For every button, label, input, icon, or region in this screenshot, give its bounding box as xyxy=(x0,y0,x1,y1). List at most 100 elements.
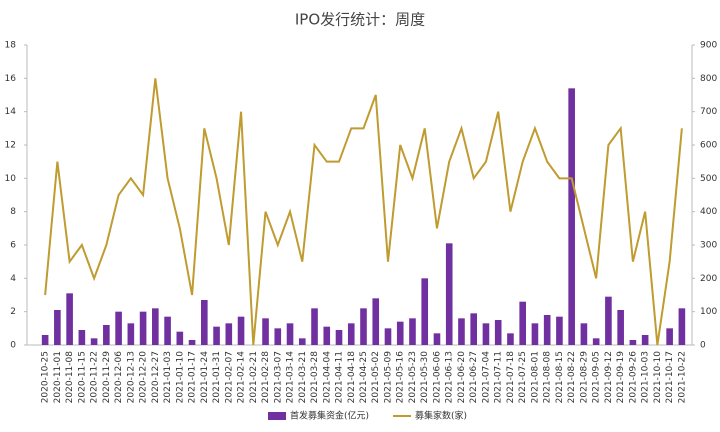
line xyxy=(44,78,683,346)
bar xyxy=(458,318,465,345)
bar xyxy=(188,340,196,345)
x-tick-label: 2021-01-03 xyxy=(163,351,173,403)
x-tick-label: 2021-02-21 xyxy=(249,351,259,403)
x-tick-label: 2021-06-06 xyxy=(432,351,442,404)
bar xyxy=(237,316,245,345)
bar xyxy=(347,323,355,345)
bar xyxy=(262,318,269,345)
bar xyxy=(139,311,147,345)
y-tick-label: 0 xyxy=(10,341,16,351)
bar xyxy=(641,335,649,345)
bar xyxy=(384,328,392,345)
chart-title: IPO发行统计：周度 xyxy=(295,11,425,29)
x-tick-label: 2021-07-18 xyxy=(506,351,516,404)
bar xyxy=(78,330,86,345)
y2-tick-label: 200 xyxy=(700,274,717,284)
legend-label: 首发募集资金(亿元) xyxy=(290,410,369,422)
bar xyxy=(286,323,294,345)
y2-tick-label: 400 xyxy=(700,207,717,217)
x-tick-label: 2021-04-18 xyxy=(347,351,357,404)
bar xyxy=(494,320,502,345)
y2-tick-label: 500 xyxy=(700,174,717,184)
x-tick-label: 2021-03-07 xyxy=(273,351,283,403)
bar xyxy=(323,326,331,345)
bar xyxy=(311,308,318,345)
bar xyxy=(482,323,490,345)
bar xyxy=(213,326,220,345)
bar xyxy=(152,308,159,345)
x-tick-label: 2021-02-14 xyxy=(237,351,247,404)
y2-tick-label: 900 xyxy=(700,41,717,51)
x-tick-label: 2021-05-09 xyxy=(383,351,393,404)
bar xyxy=(90,338,98,345)
x-tick-label: 2021-04-11 xyxy=(335,351,345,403)
x-tick-label: 2021-02-07 xyxy=(224,351,234,403)
x-tick-label: 2021-06-13 xyxy=(445,351,455,403)
y-tick-label: 6 xyxy=(10,241,16,251)
bar xyxy=(666,328,673,345)
y2-tick-label: 300 xyxy=(700,241,717,251)
bar xyxy=(274,328,282,345)
x-tick-label: 2020-12-20 xyxy=(139,351,149,404)
y2-tick-label: 700 xyxy=(700,107,717,117)
bar xyxy=(360,308,367,345)
bar xyxy=(507,333,514,345)
x-tick-label: 2021-10-10 xyxy=(653,351,663,404)
y2-tick-label: 800 xyxy=(700,74,717,84)
y2-tick-label: 600 xyxy=(700,141,717,151)
bar xyxy=(225,323,233,345)
bar xyxy=(372,298,380,345)
bar xyxy=(66,293,73,345)
bar xyxy=(127,323,135,345)
y2-tick-label: 0 xyxy=(700,341,706,351)
x-tick-label: 2021-01-10 xyxy=(175,351,185,404)
bar xyxy=(519,301,526,345)
x-tick-label: 2021-04-25 xyxy=(359,351,369,403)
x-tick-label: 2020-11-22 xyxy=(90,351,100,403)
x-tick-label: 2021-07-25 xyxy=(518,351,528,403)
x-tick-label: 2021-06-27 xyxy=(469,351,479,403)
x-tick-label: 2021-07-11 xyxy=(494,351,504,403)
bar xyxy=(201,300,208,345)
x-tick-label: 2021-04-04 xyxy=(322,351,332,404)
y-tick-label: 16 xyxy=(5,74,17,84)
bar xyxy=(617,310,624,345)
y-tick-label: 8 xyxy=(10,207,16,217)
y-tick-label: 14 xyxy=(5,107,17,117)
x-tick-label: 2021-09-05 xyxy=(592,351,602,403)
x-tick-label: 2021-03-28 xyxy=(310,351,320,404)
x-tick-label: 2021-03-14 xyxy=(286,351,296,404)
bar xyxy=(164,316,171,345)
bar xyxy=(176,331,184,345)
bar xyxy=(629,340,637,345)
bar xyxy=(54,310,61,345)
x-tick-label: 2021-08-22 xyxy=(567,351,577,403)
x-tick-label: 2021-10-03 xyxy=(641,351,651,403)
bar xyxy=(556,316,563,345)
bar xyxy=(433,333,441,345)
x-tick-label: 2020-11-01 xyxy=(53,351,63,403)
bar xyxy=(396,321,404,345)
x-tick-label: 2020-10-25 xyxy=(41,351,51,403)
x-tick-label: 2021-01-31 xyxy=(212,351,222,403)
bar xyxy=(678,308,686,345)
x-tick-label: 2020-11-15 xyxy=(77,351,87,403)
bar xyxy=(605,296,612,345)
x-tick-label: 2020-12-13 xyxy=(126,351,136,403)
y-tick-label: 10 xyxy=(5,174,17,184)
y-tick-label: 18 xyxy=(5,41,17,51)
x-tick-label: 2021-08-15 xyxy=(555,351,565,403)
bar xyxy=(592,338,600,345)
x-tick-label: 2021-10-22 xyxy=(677,351,687,403)
x-tick-label: 2021-06-20 xyxy=(457,351,467,404)
bar xyxy=(445,243,453,345)
x-tick-label: 2020-11-29 xyxy=(102,351,112,404)
legend-swatch xyxy=(268,412,286,420)
x-tick-label: 2021-05-16 xyxy=(396,351,406,404)
bar xyxy=(103,325,110,345)
bar xyxy=(580,323,588,345)
bar xyxy=(470,313,478,345)
x-tick-label: 2021-09-12 xyxy=(604,351,614,403)
x-tick-label: 2021-03-21 xyxy=(298,351,308,403)
